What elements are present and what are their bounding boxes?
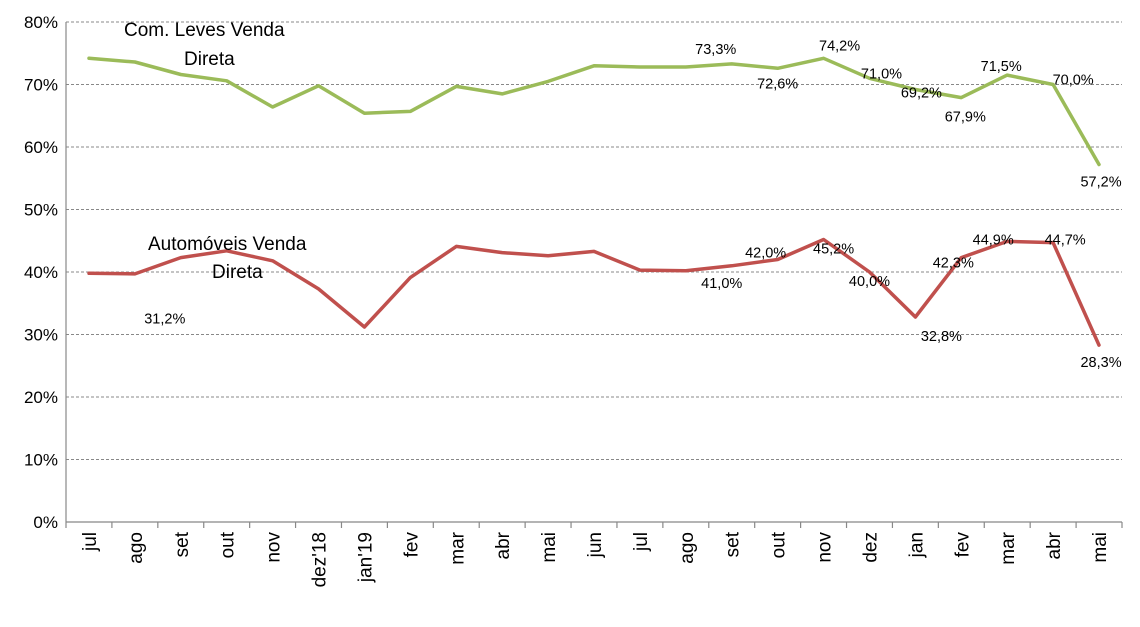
data-label: 70,0% [1053, 73, 1094, 89]
y-tick-label: 30% [24, 326, 58, 345]
x-tick-label: set [172, 531, 193, 557]
x-tick-label: set [723, 531, 744, 557]
data-label: 32,8% [921, 329, 962, 345]
x-tick-label: jun [585, 532, 606, 558]
data-label: 41,0% [701, 276, 742, 292]
data-labels: 73,3% 72,6% 74,2%71,0% 69,2%67,9% 71,5% 70,0%… [144, 38, 1121, 371]
x-tick-label: jan [906, 532, 927, 558]
data-label: 28,3% [1080, 355, 1121, 371]
y-tick-label: 70% [24, 76, 58, 95]
y-tick-label: 10% [24, 451, 58, 470]
y-tick-label: 60% [24, 138, 58, 157]
series-line-com-leves [87, 56, 1101, 167]
axes: 0% 10% 20% 30% 40% 50% 60% 70% 80% jul ago set out no… [24, 13, 1123, 587]
y-tick-label: 80% [24, 13, 58, 32]
x-tick-label: out [218, 531, 239, 558]
series-lines [87, 56, 1101, 347]
x-tick-label: ago [677, 532, 698, 564]
x-tick-label: jul [631, 532, 652, 552]
series-name-label: Com. Leves Venda [124, 20, 285, 41]
x-tick-label: nov [815, 532, 836, 563]
gridlines [66, 21, 1122, 460]
data-label: 42,3% [933, 256, 974, 272]
data-label: 72,6% [757, 76, 798, 92]
data-label: 44,9% [973, 232, 1014, 248]
data-label: 67,9% [945, 110, 986, 126]
x-tick-label: jul [80, 532, 101, 552]
x-tick-label: mai [1090, 532, 1111, 563]
x-tick-label: fev [401, 532, 422, 558]
x-tick-label: dez'18 [310, 532, 331, 587]
data-label: 42,0% [745, 246, 786, 262]
data-label: 57,2% [1080, 175, 1121, 191]
data-label: 45,2% [813, 242, 854, 258]
data-label: 71,5% [981, 59, 1022, 75]
data-label: 40,0% [849, 274, 890, 290]
data-label: 44,7% [1045, 233, 1086, 249]
x-tick-label: out [769, 531, 790, 558]
x-tick-label: abr [493, 531, 514, 559]
data-label: 31,2% [144, 312, 185, 328]
series-name-label: Direta [212, 262, 263, 283]
y-tick-label: 40% [24, 263, 58, 282]
series-line-automoveis [87, 237, 1101, 347]
data-label: 74,2% [819, 38, 860, 54]
x-tick-label: abr [1044, 531, 1065, 559]
series-name-label: Automóveis Venda [148, 234, 307, 255]
y-tick-label: 50% [24, 201, 58, 220]
x-tick-label: mar [998, 531, 1019, 564]
x-tick-label: jan'19 [355, 532, 376, 583]
data-label: 69,2% [901, 86, 942, 102]
x-tick-label: fev [952, 532, 973, 558]
y-tick-label: 0% [33, 513, 58, 532]
series-name-labels: Com. Leves Venda Direta Automóveis Venda Di… [124, 20, 307, 283]
x-tick-label: mar [447, 531, 468, 564]
series-name-label: Direta [184, 49, 235, 70]
x-tick-label: ago [126, 532, 147, 564]
data-label: 71,0% [861, 66, 902, 82]
y-tick-label: 20% [24, 388, 58, 407]
x-tick-label: dez [860, 532, 881, 563]
data-label: 73,3% [695, 42, 736, 58]
x-tick-label: nov [264, 532, 285, 563]
x-tick-label: mai [539, 532, 560, 563]
